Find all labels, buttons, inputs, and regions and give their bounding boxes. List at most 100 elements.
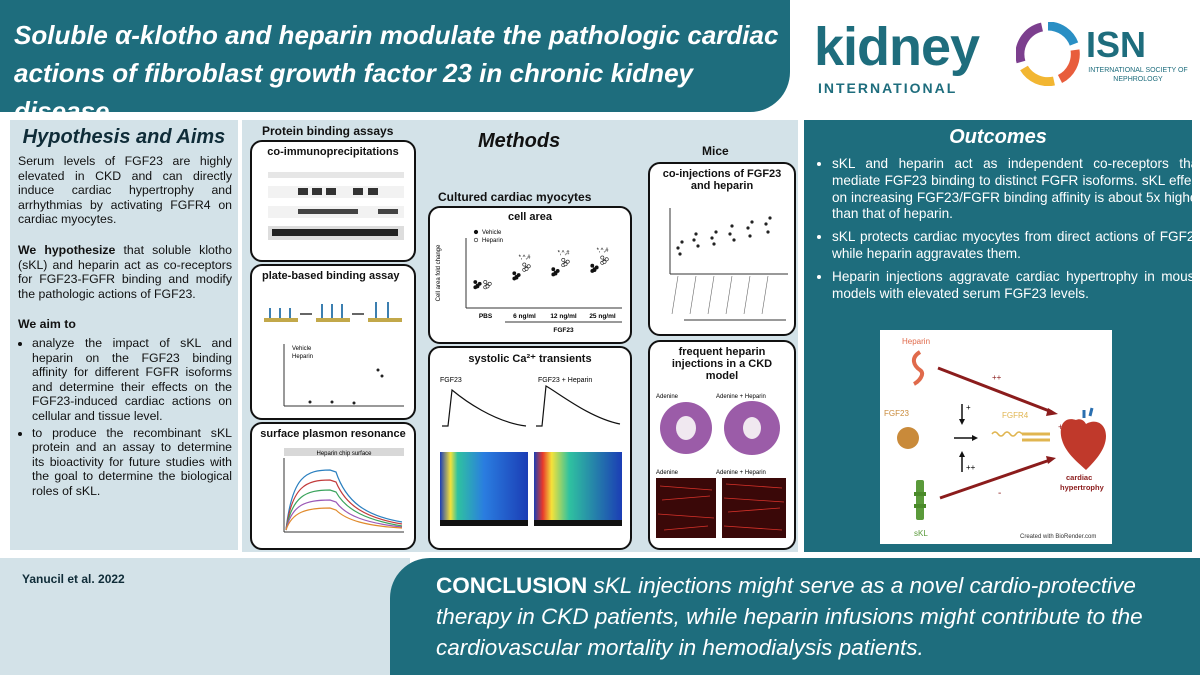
coinjection-box: co-injections of FGF23 and heparin	[648, 162, 796, 336]
hypothesis-panel: Hypothesis and Aims Serum levels of FGF2…	[10, 120, 238, 550]
ca-transients-title: systolic Ca²⁺ transients	[468, 353, 592, 365]
mice-label: Mice	[702, 144, 729, 158]
spr-title: surface plasmon resonance	[260, 428, 406, 440]
ckd-histology-images: Adenine Adenine + Heparin Adenine Adenin…	[656, 394, 786, 538]
chart-point	[516, 273, 521, 277]
chart-x-tick-label: 6 ng/ml	[513, 313, 536, 320]
coip-box: co-immunoprecipitations	[250, 140, 416, 262]
chart-point	[555, 269, 560, 273]
chart-point	[485, 284, 490, 289]
chart-annotation: *,^,#	[597, 248, 609, 254]
chart-point	[590, 263, 595, 268]
chart-point	[561, 257, 566, 262]
coinjection-chart	[669, 208, 788, 321]
methods-heading: Methods	[478, 130, 561, 152]
logo-area: kidney INTERNATIONAL ISN INTERNATIONAL S…	[808, 17, 1188, 102]
chart-legend-marker	[473, 229, 479, 235]
hypothesis-bold: We hypothesize	[18, 242, 116, 257]
diagram-plus-label: +	[1058, 422, 1063, 432]
cell-area-chart: Cell area fold change PBS 6 ng/ml 12 ng/ml 2…	[436, 229, 622, 334]
diagram-outcome-line2: hypertrophy	[1060, 483, 1105, 492]
diagram-fgfr4-label: FGFR4	[1002, 411, 1029, 420]
chart-point	[594, 265, 599, 270]
heart-icon	[1060, 419, 1106, 470]
chart-point	[512, 271, 517, 276]
ckd-model-title: frequent heparin injections in a CKD mod…	[671, 346, 773, 382]
outcomes-heading: Outcomes	[949, 126, 1047, 148]
chart-y-label: Cell area fold change	[436, 244, 442, 301]
western-blot-image	[268, 172, 404, 240]
chart-point	[473, 280, 478, 284]
outcomes-list: sKL and heparin act as independent co-re…	[816, 156, 1200, 308]
fgf23-icon	[897, 427, 919, 449]
aim-item: analyze the impact of sKL and heparin on…	[32, 336, 232, 424]
skl-icon	[916, 480, 924, 520]
ca-left-label: FGF23	[440, 377, 462, 384]
chart-annotation: *,^,#	[519, 255, 531, 261]
outcome-item: Heparin injections aggravate cardiac hyp…	[832, 269, 1200, 303]
hypothesis-rest: that soluble klotho (sKL) and heparin ac…	[18, 242, 232, 301]
heparin-icon	[912, 350, 925, 386]
chart-point	[565, 259, 570, 264]
chart-x-tick-label: 12 ng/ml	[550, 313, 577, 320]
hypothesis-heading: Hypothesis and Aims	[22, 126, 226, 148]
title-banner: Soluble α-klotho and heparin modulate th…	[0, 0, 790, 126]
chart-point	[553, 271, 558, 276]
diagram-skl-label: sKL	[914, 529, 928, 538]
isn-ring-icon	[1016, 22, 1080, 86]
isn-sublabel: INTERNATIONAL SOCIETY OF NEPHROLOGY	[1088, 67, 1188, 83]
chart-x-tick-label: PBS	[479, 313, 493, 320]
aims-list: analyze the impact of sKL and heparin on…	[18, 336, 232, 499]
chart-point	[522, 262, 527, 267]
conclusion-banner: CONCLUSION sKL injections might serve as…	[390, 558, 1200, 675]
plate-assay-figure: Vehicle Heparin	[264, 302, 404, 407]
chart-point	[514, 275, 519, 280]
aims-heading: We aim to	[18, 317, 76, 332]
biorender-credit: Created with BioRender.com	[1020, 534, 1096, 540]
cell-area-box: cell area Cell area fold change PBS 6 ng/m…	[428, 206, 632, 344]
ckd-adenine-heparin-label: Adenine + Heparin	[716, 394, 766, 400]
conclusion-label: CONCLUSION	[436, 573, 588, 598]
plate-legend-vehicle: Vehicle	[292, 346, 312, 352]
chart-annotation: *,^,#	[558, 251, 570, 257]
kidney-international-sublabel: INTERNATIONAL	[818, 80, 958, 96]
author-citation: Yanucil et al. 2022	[22, 572, 125, 586]
chart-point	[592, 268, 597, 272]
cultured-myocytes-label: Cultured cardiac myocytes	[438, 190, 592, 204]
plate-assay-title: plate-based binding assay	[262, 270, 400, 282]
diagram-heparin-label: Heparin	[902, 337, 930, 346]
chart-point	[477, 281, 482, 286]
protein-binding-label: Protein binding assays	[262, 124, 394, 138]
hypothesis-body: Serum levels of FGF23 are highly elevate…	[18, 154, 232, 500]
chart-legend-label: Vehicle	[482, 230, 502, 236]
plate-assay-box: plate-based binding assay Vehicle Hepari…	[250, 264, 416, 420]
chart-legend-marker	[473, 237, 479, 243]
chart-point	[602, 260, 607, 264]
plate-legend-heparin: Heparin	[292, 354, 313, 360]
hypothesis-statement: We hypothesize that soluble klotho (sKL)…	[18, 243, 232, 301]
diagram-plusplus-skl: ++	[966, 463, 976, 472]
hypothesis-paragraph: Serum levels of FGF23 are highly elevate…	[18, 154, 232, 227]
fgfr4-icon	[991, 431, 1023, 437]
poster-title: Soluble α-klotho and heparin modulate th…	[14, 20, 779, 126]
diagram-outcome-line1: cardiac	[1066, 473, 1092, 482]
chart-point	[526, 264, 531, 269]
chart-point	[487, 281, 492, 286]
diagram-fgf23-label: FGF23	[884, 409, 909, 418]
chart-point	[551, 267, 556, 272]
chart-legend-label: Heparin	[482, 238, 503, 244]
chart-point	[600, 255, 605, 260]
ca-transients-box: systolic Ca²⁺ transients FGF23 FGF23 + H…	[428, 346, 632, 550]
skl-to-heart-arrow	[939, 458, 1051, 500]
chart-point	[483, 280, 488, 284]
chart-point	[475, 284, 480, 289]
chart-point	[563, 262, 568, 267]
coinjection-title: co-injections of FGF23 and heparin	[662, 168, 782, 192]
outcome-item: sKL and heparin act as independent co-re…	[832, 156, 1200, 223]
methods-panel: Methods Protein binding assays co-immuno…	[242, 120, 798, 552]
spr-box: surface plasmon resonance Heparin chip s…	[250, 422, 416, 550]
diagram-plus-heparin: +	[966, 403, 971, 412]
coip-title: co-immunoprecipitations	[267, 146, 399, 158]
chart-point	[524, 267, 529, 271]
footer-left-strip	[0, 558, 410, 675]
